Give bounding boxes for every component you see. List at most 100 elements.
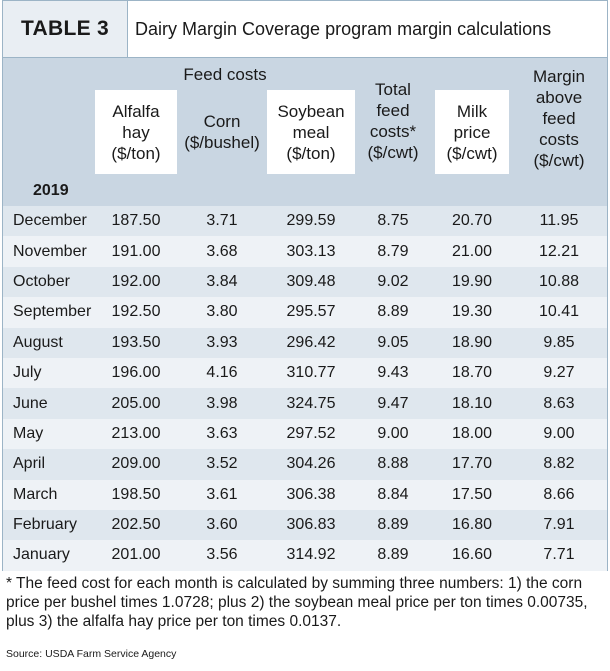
alfalfa-cell: 205.00 xyxy=(111,394,161,412)
milk-header-line: price xyxy=(453,122,491,142)
alfalfa-header-line: Alfalfa xyxy=(112,101,160,121)
soybean-cell: 295.57 xyxy=(286,303,336,321)
milk-cell: 16.80 xyxy=(451,516,493,534)
margin-header-line: above xyxy=(535,87,583,107)
total-cell: 8.84 xyxy=(377,485,409,503)
year-label: 2019 xyxy=(3,176,607,206)
month-cell: November xyxy=(13,242,87,260)
corn-cell: 3.52 xyxy=(206,455,238,473)
table-row: December 187.50 3.71 299.59 8.75 20.70 11.95 xyxy=(3,206,607,237)
feed-costs-group-header: Feed costs xyxy=(183,65,267,84)
source-note: Source: USDA Farm Service Agency xyxy=(6,648,177,660)
alfalfa-cell: 202.50 xyxy=(111,516,161,534)
corn-cell: 4.16 xyxy=(206,364,238,382)
month-cell: October xyxy=(13,272,70,290)
corn-cell: 3.80 xyxy=(206,303,238,321)
total-cell: 9.47 xyxy=(377,394,409,412)
margin-cell: 8.82 xyxy=(543,455,575,473)
alfalfa-cell: 192.50 xyxy=(111,303,161,321)
total-cell: 8.88 xyxy=(377,455,409,473)
total-cell: 8.89 xyxy=(377,546,409,564)
margin-cell: 9.27 xyxy=(543,364,575,382)
margin-cell: 11.95 xyxy=(539,212,579,230)
milk-cell: 18.70 xyxy=(451,364,493,382)
table-row: September 192.50 3.80 295.57 8.89 19.30 10.41 xyxy=(3,297,607,328)
total-feed-header-line: costs* xyxy=(369,122,417,141)
corn-cell: 3.98 xyxy=(206,394,238,412)
month-cell: December xyxy=(13,212,87,230)
table-row: April 209.00 3.52 304.26 8.88 17.70 8.82 xyxy=(3,449,607,480)
margin-cell: 8.66 xyxy=(543,485,575,503)
corn-cell: 3.56 xyxy=(206,546,238,564)
table-row: July 196.00 4.16 310.77 9.43 18.70 9.27 xyxy=(3,357,607,389)
table-row: November 191.00 3.68 303.13 8.79 21.00 12.21 xyxy=(3,236,607,267)
alfalfa-cell: 193.50 xyxy=(111,333,161,351)
milk-cell: 16.60 xyxy=(451,546,493,564)
total-cell: 9.00 xyxy=(377,424,409,442)
soybean-cell: 304.26 xyxy=(286,455,336,473)
month-cell: April xyxy=(13,455,46,473)
margin-cell: 7.71 xyxy=(543,546,575,564)
margin-cell: 9.00 xyxy=(543,424,575,442)
soybean-header: Soybean meal ($/ton) xyxy=(267,90,355,174)
total-cell: 8.79 xyxy=(377,242,409,260)
milk-cell: 17.50 xyxy=(451,485,493,503)
alfalfa-cell: 209.00 xyxy=(111,455,161,473)
month-cell: August xyxy=(13,333,63,351)
corn-cell: 3.60 xyxy=(206,516,238,534)
table-row: February 202.50 3.60 306.83 8.89 16.80 7.91 xyxy=(3,509,607,541)
soybean-header-line: Soybean xyxy=(277,101,345,121)
margin-header-line: feed xyxy=(542,108,576,128)
soybean-cell: 310.77 xyxy=(286,364,336,382)
table-row: June 205.00 3.98 324.75 9.47 18.10 8.63 xyxy=(3,388,607,419)
soybean-cell: 297.52 xyxy=(286,424,336,442)
alfalfa-cell: 192.00 xyxy=(111,272,161,290)
margin-cell: 10.41 xyxy=(538,303,580,321)
total-feed-header-line: ($/cwt) xyxy=(367,143,419,162)
corn-cell: 3.61 xyxy=(206,485,238,503)
milk-cell: 18.90 xyxy=(451,333,493,351)
soybean-cell: 306.83 xyxy=(286,516,336,534)
margin-cell: 7.91 xyxy=(543,516,575,534)
margin-header: Margin above feed costs ($/cwt) xyxy=(511,62,607,174)
total-feed-header-line: Total xyxy=(375,80,411,99)
corn-cell: 3.93 xyxy=(206,333,238,351)
table-row: March 198.50 3.61 306.38 8.84 17.50 8.66 xyxy=(3,479,607,510)
milk-cell: 18.10 xyxy=(451,394,493,412)
table-body: December 187.50 3.71 299.59 8.75 20.70 11.95 No… xyxy=(3,206,607,571)
margin-cell: 12.21 xyxy=(538,242,580,260)
soybean-cell: 314.92 xyxy=(286,546,336,564)
corn-cell: 3.63 xyxy=(206,424,238,442)
total-feed-header: Total feed costs* ($/cwt) xyxy=(355,68,431,174)
milk-cell: 21.00 xyxy=(451,242,493,260)
soybean-header-line: ($/ton) xyxy=(286,143,336,163)
margin-cell: 8.63 xyxy=(543,394,575,412)
month-cell: May xyxy=(13,424,44,442)
corn-cell: 3.68 xyxy=(206,242,238,260)
soybean-cell: 309.48 xyxy=(286,272,336,290)
soybean-cell: 324.75 xyxy=(286,394,336,412)
total-cell: 9.05 xyxy=(377,333,409,351)
milk-cell: 18.00 xyxy=(451,424,493,442)
soybean-cell: 306.38 xyxy=(286,485,336,503)
milk-price-header: Milk price ($/cwt) xyxy=(435,90,509,174)
table-title-bar: TABLE 3 Dairy Margin Coverage program ma… xyxy=(2,0,608,58)
total-cell: 8.89 xyxy=(377,516,409,534)
alfalfa-cell: 201.00 xyxy=(111,546,161,564)
table-row: May 213.00 3.63 297.52 9.00 18.00 9.00 xyxy=(3,418,607,450)
margin-cell: 10.88 xyxy=(538,272,580,290)
month-cell: June xyxy=(13,394,48,412)
alfalfa-header-line: hay xyxy=(122,122,150,142)
corn-header-line: Corn xyxy=(203,112,241,131)
alfalfa-cell: 196.00 xyxy=(111,364,161,382)
total-cell: 8.75 xyxy=(377,212,409,230)
milk-cell: 20.70 xyxy=(451,212,493,230)
soybean-cell: 296.42 xyxy=(286,333,336,351)
milk-cell: 17.70 xyxy=(451,455,493,473)
soybean-header-line: meal xyxy=(292,122,330,142)
month-cell: February xyxy=(13,516,78,534)
corn-cell: 3.71 xyxy=(206,212,238,230)
milk-cell: 19.30 xyxy=(451,303,493,321)
corn-header: Corn ($/bushel) xyxy=(177,90,267,174)
